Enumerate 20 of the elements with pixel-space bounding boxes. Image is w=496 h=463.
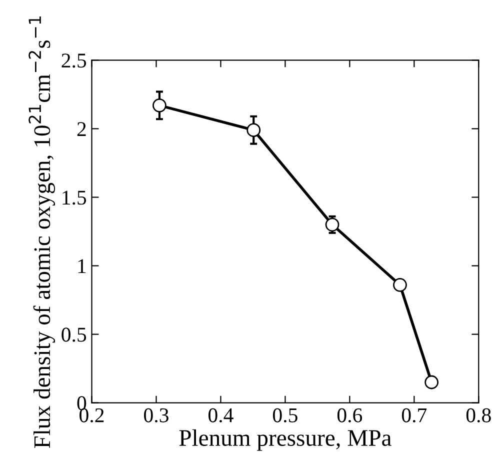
x-tick-label: 0.5 — [272, 408, 298, 422]
point — [246, 123, 261, 138]
y-tick-label: 2.5 — [62, 54, 86, 68]
y-axis-title: Flux density of atomic oxygen, 10$^{21}$cm$^{−2}$s$^{−1}$ — [28, 16, 56, 448]
y-tick-label: 1 — [78, 259, 86, 273]
x-tick-label: 0.3 — [144, 408, 168, 422]
y-tick-label: 0 — [77, 396, 86, 410]
x-axis-title: Plenum pressure, MPa — [179, 429, 392, 451]
x-tick-label: 0.2 — [80, 408, 104, 422]
x-tick-label: 0.7 — [402, 408, 427, 422]
y-tick-label: 1.5 — [62, 190, 86, 205]
x-tick-label: 0.6 — [337, 408, 362, 422]
x-tick-label: 0.8 — [466, 408, 491, 422]
point — [325, 218, 340, 232]
point — [152, 98, 166, 112]
point — [424, 375, 439, 390]
point — [393, 278, 407, 292]
y-tick-label: 2 — [77, 122, 86, 136]
x-tick-label: 0.4 — [208, 408, 234, 422]
y-tick-label: 0.5 — [62, 328, 86, 342]
